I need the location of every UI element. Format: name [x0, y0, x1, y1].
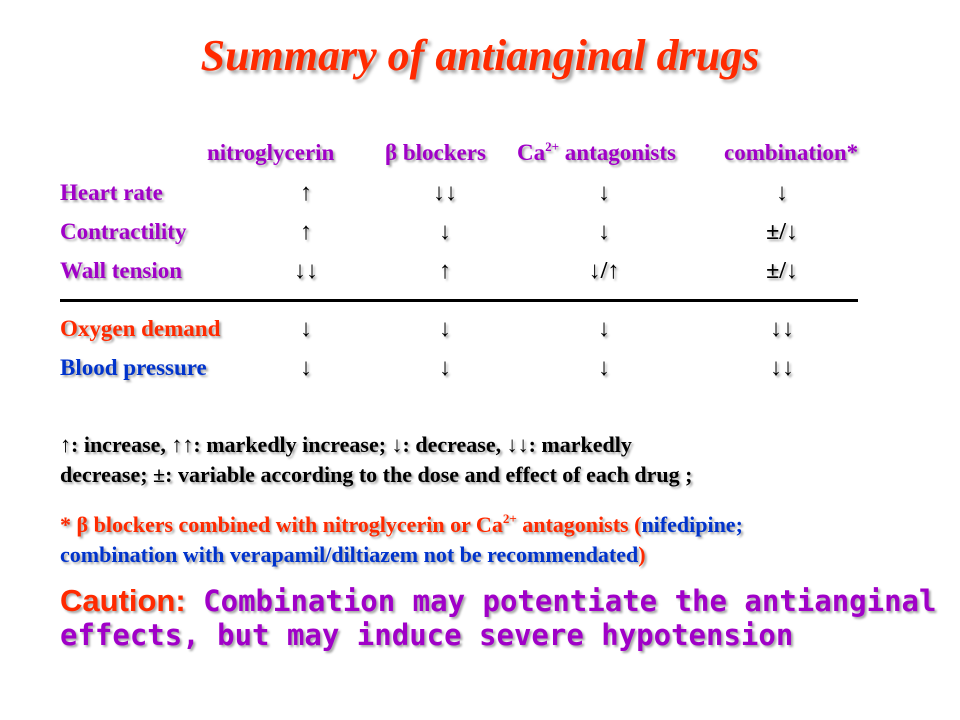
row-value: ↓↓	[294, 258, 318, 284]
row-value: ↑	[300, 180, 312, 206]
legend-line-1: ↑: increase, ↑↑: markedly increase; ↓: d…	[60, 432, 632, 457]
legend-line-2: decrease; ±: variable according to the d…	[60, 462, 693, 487]
row-value: ↓	[439, 316, 451, 342]
row-value: ↓	[439, 219, 451, 245]
row-value: ↓	[300, 355, 312, 381]
row-value: ↑	[439, 258, 451, 284]
table-row: Heart rate ↑ ↓↓ ↓ ↓	[0, 180, 960, 214]
row-value: ±/↓	[766, 219, 798, 245]
footnote-text: * β blockers combined with nitroglycerin…	[60, 510, 920, 570]
col-beta-blockers: β blockers	[385, 140, 486, 165]
row-value: ↓	[776, 180, 788, 206]
row-value: ↓	[439, 355, 451, 381]
footnote-line-1: * β blockers combined with nitroglycerin…	[60, 511, 743, 537]
row-value: ↓	[598, 219, 610, 245]
row-value: ↑	[300, 219, 312, 245]
caution-text: Caution: Combination may potentiate the …	[60, 583, 940, 653]
row-value: ↓	[598, 180, 610, 206]
row-value: ↓	[300, 316, 312, 342]
page-title: Summary of antianginal drugs	[200, 31, 760, 80]
col-combination: combination*	[724, 140, 859, 165]
row-value: ↓↓	[433, 180, 457, 206]
caution-body: Combination may potentiate the antiangin…	[60, 584, 937, 652]
footnote-line-2: combination with verapamil/diltiazem not…	[60, 542, 646, 567]
row-value: ↓↓	[770, 355, 794, 381]
row-label: Oxygen demand	[60, 316, 221, 341]
legend-text: ↑: increase, ↑↑: markedly increase; ↓: d…	[60, 430, 920, 490]
row-value: ↓	[598, 316, 610, 342]
caution-lead: Caution:	[60, 583, 186, 618]
table-row: Blood pressure ↓ ↓ ↓ ↓↓	[0, 355, 960, 389]
row-label: Wall tension	[60, 258, 183, 283]
col-ca-antagonists: Ca2+ antagonists	[517, 139, 676, 165]
table-row: Wall tension ↓↓ ↑ ↓/↑ ±/↓	[0, 258, 960, 292]
row-label: Contractility	[60, 219, 187, 244]
row-value: ↓/↑	[588, 258, 620, 284]
row-value: ↓	[598, 355, 610, 381]
row-label: Blood pressure	[60, 355, 207, 380]
divider-line	[60, 299, 858, 302]
table-row: Oxygen demand ↓ ↓ ↓ ↓↓	[0, 316, 960, 350]
column-header-row: nitroglycerin β blockers Ca2+ antagonist…	[0, 140, 960, 174]
row-label: Heart rate	[60, 180, 163, 205]
row-value: ±/↓	[766, 258, 798, 284]
col-nitroglycerin: nitroglycerin	[207, 140, 335, 165]
table-row: Contractility ↑ ↓ ↓ ±/↓	[0, 219, 960, 253]
row-value: ↓↓	[770, 316, 794, 342]
